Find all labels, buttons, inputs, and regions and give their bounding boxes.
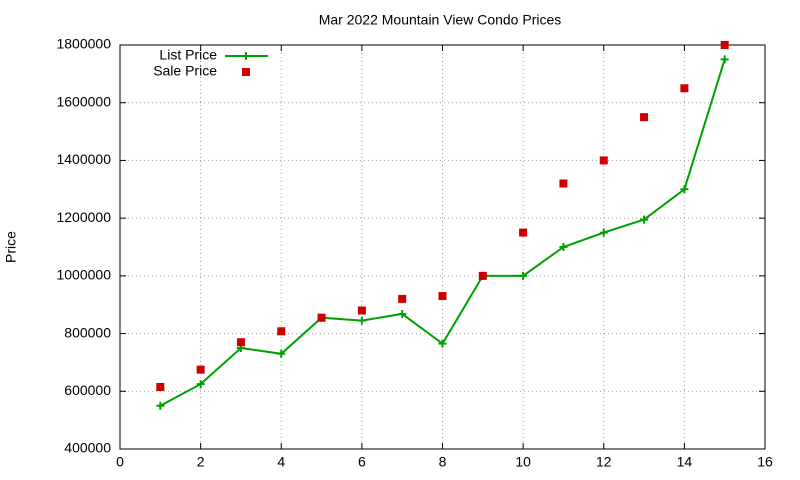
data-point <box>640 215 649 224</box>
data-point <box>599 156 608 165</box>
data-point <box>680 84 689 93</box>
y-tick-label: 600000 <box>64 382 111 398</box>
data-point <box>519 271 528 280</box>
data-point <box>196 365 205 374</box>
data-point <box>680 185 689 194</box>
chart-title: Mar 2022 Mountain View Condo Prices <box>319 12 562 28</box>
data-point <box>559 179 568 188</box>
x-tick-label: 12 <box>596 454 612 470</box>
legend-marker <box>242 52 250 60</box>
x-tick-label: 2 <box>197 454 205 470</box>
x-tick-label: 10 <box>515 454 531 470</box>
x-tick-label: 0 <box>116 454 124 470</box>
data-point <box>519 228 528 237</box>
data-point <box>438 339 447 348</box>
y-tick-label: 1600000 <box>56 93 111 109</box>
data-point <box>357 316 366 325</box>
y-tick-label: 1400000 <box>56 151 111 167</box>
data-point <box>156 401 165 410</box>
data-point <box>559 243 568 251</box>
data-point <box>277 349 286 358</box>
y-tick-label: 1800000 <box>56 36 111 52</box>
data-point <box>357 306 366 315</box>
data-point <box>196 380 205 389</box>
x-tick-label: 8 <box>439 454 447 470</box>
data-point <box>720 41 729 49</box>
data-point <box>720 55 729 64</box>
y-tick-label: 800000 <box>64 324 111 340</box>
y-tick-label: 400000 <box>64 440 111 456</box>
data-point <box>438 292 447 301</box>
legend-label: List Price <box>159 47 217 63</box>
x-tick-label: 14 <box>677 454 693 470</box>
data-point <box>640 113 649 122</box>
data-point <box>599 228 608 237</box>
legend-label: Sale Price <box>153 63 217 79</box>
data-point <box>236 338 245 347</box>
x-tick-label: 4 <box>277 454 285 470</box>
data-point <box>478 271 487 280</box>
legend-marker <box>242 68 250 76</box>
x-tick-label: 16 <box>757 454 773 470</box>
y-tick-label: 1200000 <box>56 209 111 225</box>
y-tick-label: 1000000 <box>56 267 111 283</box>
data-point <box>398 294 407 303</box>
y-axis-label: Price <box>3 231 19 263</box>
x-tick-label: 6 <box>358 454 366 470</box>
data-point <box>156 382 165 391</box>
data-point <box>277 327 286 336</box>
data-point <box>398 309 407 318</box>
data-point <box>317 313 326 322</box>
plot-border <box>119 44 766 450</box>
